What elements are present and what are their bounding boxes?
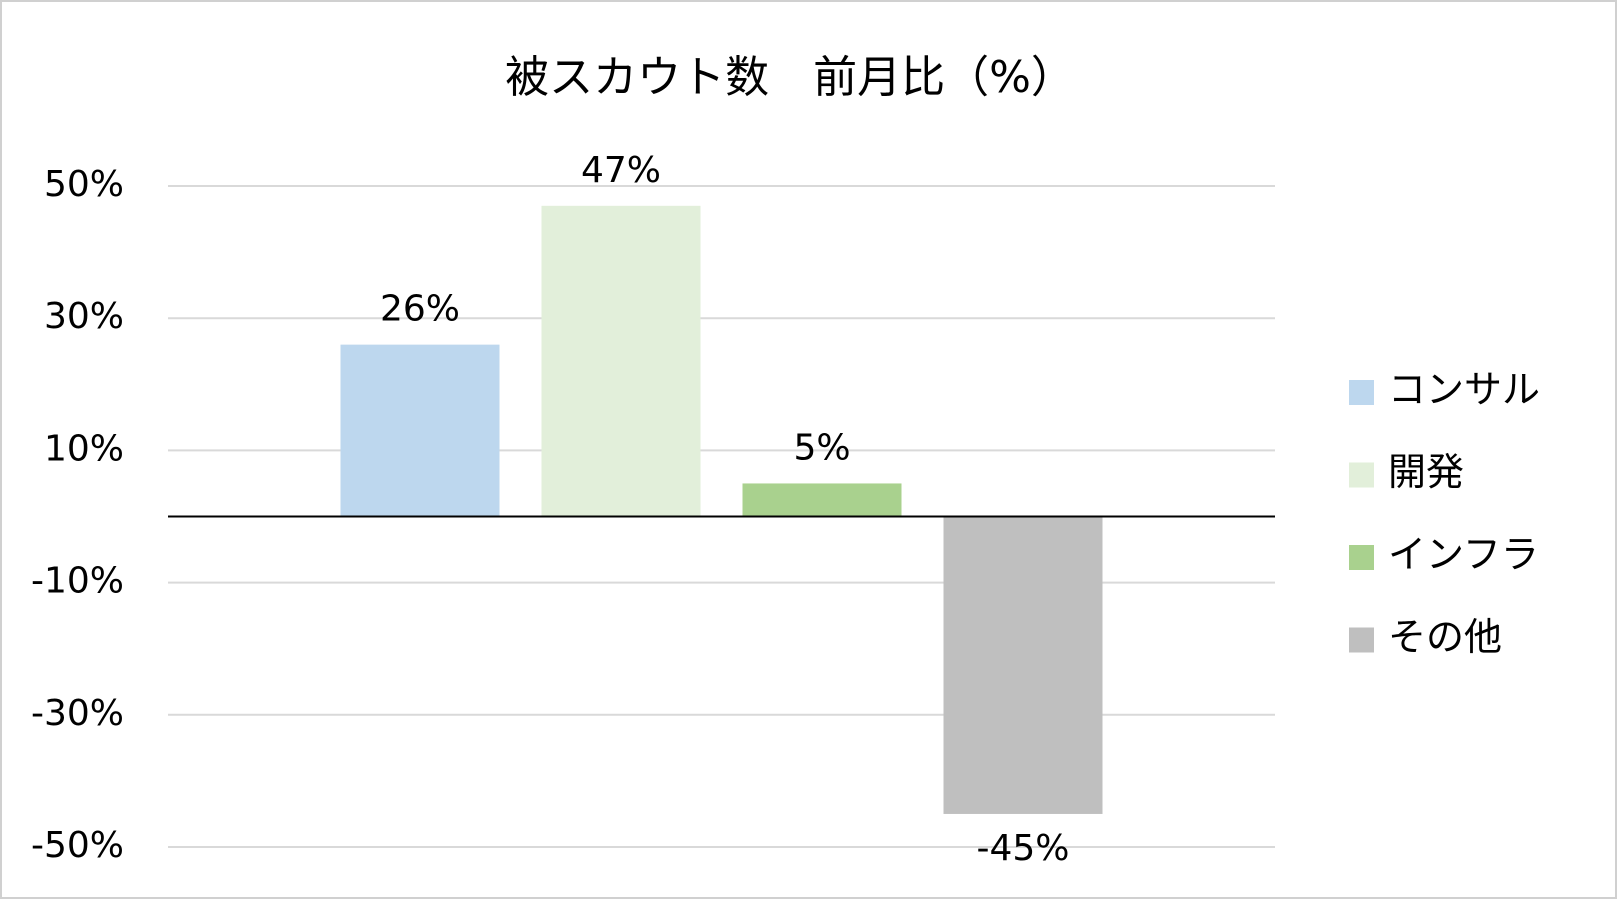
y-tick-label: 50%	[44, 164, 124, 205]
data-label: 26%	[380, 289, 460, 330]
legend-swatch	[1349, 380, 1374, 405]
chart-title: 被スカウト数 前月比（%）	[505, 52, 1075, 103]
legend-label: コンサル	[1388, 368, 1540, 412]
legend-swatch	[1349, 462, 1374, 488]
legend-label: インフラ	[1388, 533, 1539, 577]
legend-label: 開発	[1388, 450, 1464, 494]
bar	[340, 344, 500, 517]
legend-swatch	[1349, 627, 1374, 653]
data-label: -45%	[976, 828, 1069, 869]
legend-label: その他	[1388, 615, 1502, 659]
legend-swatch	[1349, 545, 1374, 570]
y-tick-label: -30%	[31, 693, 124, 734]
y-tick-label: -50%	[31, 825, 124, 866]
bar	[943, 516, 1103, 814]
y-tick-label: 10%	[44, 428, 124, 469]
y-tick-label: 30%	[44, 296, 124, 337]
y-tick-label: -10%	[31, 561, 124, 602]
data-label: 47%	[581, 150, 661, 191]
data-label: 5%	[793, 427, 850, 468]
bar	[742, 483, 902, 517]
bar	[541, 205, 701, 517]
